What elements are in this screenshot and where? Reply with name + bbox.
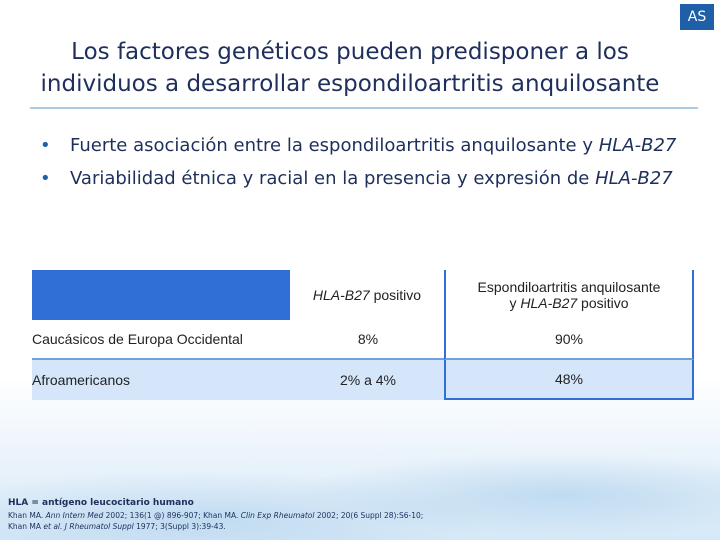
reference-line-2: Khan MA et al. J Rheumatol Suppl 1977; 3… [8,521,608,532]
title-line-1: Los factores genéticos pueden predispone… [71,39,629,65]
row-label: Caucásicos de Europa Occidental [32,320,292,360]
row-value-as: 90% [444,320,694,360]
row-value-as: 48% [444,360,694,400]
ref-journal: et al. J Rheumatol Suppl [43,522,134,531]
reference-line-1: Khan MA. Ann Intern Med 2002; 136(1 @) 8… [8,510,608,521]
bullet-dot-icon: • [40,168,51,189]
ref-text: 1977; 3(Suppl 3):39-43. [133,522,226,531]
bullet-italic-term: HLA-B27 [598,135,677,156]
ref-text: Khan MA [8,522,44,531]
bullet-dot-icon: • [40,135,51,156]
table-header-blank [32,270,292,320]
abbreviation-note: HLA = antígeno leucocitario humano [8,498,194,508]
row-label: Afroamericanos [32,360,292,400]
table-header-hla-positive: HLA-B27 positivo [292,270,444,320]
ref-text: 2002; 20(6 Suppl 28):S6-10; [314,511,424,520]
bullet-list: • Fuerte asociación entre la espondiloar… [40,132,690,198]
table-header-row: HLA-B27 positivo Espondiloartritis anqui… [32,270,694,320]
bullet-text: Fuerte asociación entre la espondiloartr… [70,135,599,156]
title-line-2: individuos a desarrollar espondiloartrit… [40,71,660,97]
header-text: positivo [577,295,629,311]
ref-journal: Clin Exp Rheumatol [240,511,315,520]
slide-title: Los factores genéticos pueden predispone… [20,36,680,100]
ref-journal: Ann Intern Med [45,511,104,520]
table-row: Afroamericanos 2% a 4% 48% [32,360,694,400]
bullet-item: • Variabilidad étnica y racial en la pre… [40,165,690,192]
bullet-item: • Fuerte asociación entre la espondiloar… [40,132,690,159]
header-line-1: Espondiloartritis anquilosante [477,279,661,295]
prevalence-table: HLA-B27 positivo Espondiloartritis anqui… [32,270,694,400]
header-text: positivo [369,287,422,303]
header-italic-term: HLA-B27 [520,295,578,311]
header-italic-term: HLA-B27 [312,287,370,303]
slide-footer: HLA = antígeno leucocitario humano Khan … [8,497,608,532]
section-badge: AS [680,4,714,30]
ref-text: 2002; 136(1 @) 896-907; Khan MA. [103,511,241,520]
title-divider [30,107,698,109]
bullet-italic-term: HLA-B27 [595,168,673,189]
table-row: Caucásicos de Europa Occidental 8% 90% [32,320,694,360]
ref-text: Khan MA. [8,511,46,520]
table-header-as-hla-positive: Espondiloartritis anquilosante y HLA-B27… [444,270,694,320]
header-line-2: y HLA-B27 positivo [446,295,692,311]
header-text: y [509,295,521,311]
row-value-hla: 8% [292,320,444,360]
row-value-hla: 2% a 4% [292,360,444,400]
bullet-text: Variabilidad étnica y racial en la prese… [70,168,596,189]
